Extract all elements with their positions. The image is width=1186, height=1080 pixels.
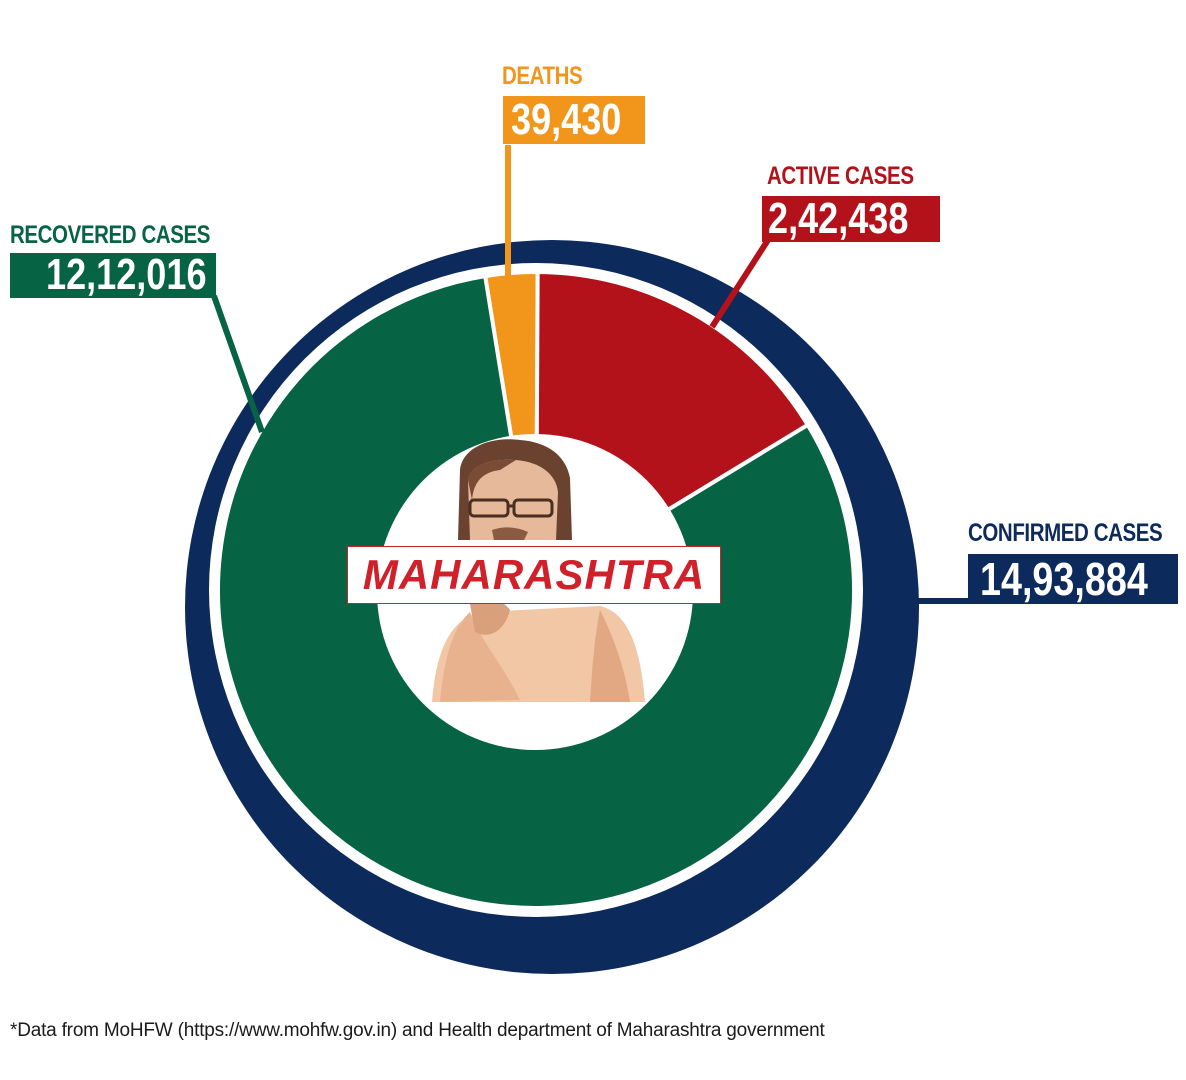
portrait-illustration: [432, 439, 645, 702]
active-leader-line: [709, 238, 771, 329]
state-name-banner: MAHARASHTRA: [347, 546, 721, 604]
active-label-title: ACTIVE CASES: [767, 162, 914, 190]
state-name: MAHARASHTRA: [362, 551, 706, 598]
confirmed-value: 14,93,884: [980, 553, 1148, 605]
recovered-value-box: 12,12,016: [10, 253, 216, 298]
source-footnote: *Data from MoHFW (https://www.mohfw.gov.…: [10, 1020, 825, 1041]
deaths-value-box: 39,430: [503, 96, 645, 144]
deaths-value: 39,430: [511, 95, 622, 144]
active-value: 2,42,438: [768, 194, 909, 243]
deaths-label-title: DEATHS: [502, 62, 583, 90]
recovered-label-title: RECOVERED CASES: [10, 221, 211, 249]
recovered-value: 12,12,016: [46, 250, 207, 299]
recovered-leader-line: [211, 295, 265, 433]
active-value-box: 2,42,438: [762, 196, 940, 242]
confirmed-label-title: CONFIRMED CASES: [968, 519, 1163, 547]
confirmed-value-box: 14,93,884: [968, 554, 1178, 604]
